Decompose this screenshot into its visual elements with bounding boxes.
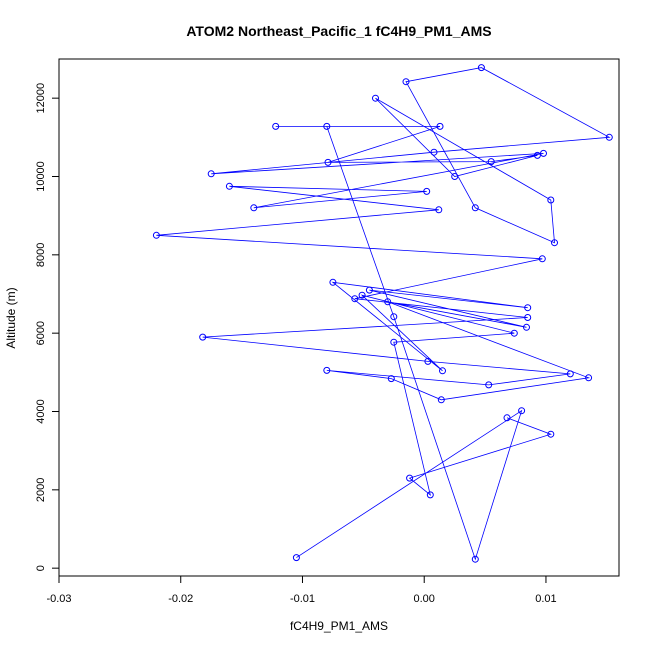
data-point — [523, 323, 530, 331]
data-point — [372, 94, 379, 102]
y-tick-label: 8000 — [35, 243, 47, 267]
data-point — [423, 187, 431, 195]
data-point — [329, 278, 337, 286]
data-point — [358, 291, 366, 299]
data-point — [152, 231, 160, 239]
data-point — [503, 414, 511, 422]
data-point — [540, 149, 547, 157]
data-point — [365, 286, 373, 294]
data-point — [402, 78, 410, 86]
chart-title: ATOM2 Northeast_Pacific_1 fC4H9_PM1_AMS — [186, 23, 491, 39]
x-axis: -0.03 -0.02 -0.01 0.00 0.01 — [46, 575, 557, 605]
data-point — [551, 239, 558, 247]
data-point — [524, 314, 532, 321]
data-point — [477, 64, 485, 72]
data-point — [292, 554, 300, 562]
data-point — [487, 158, 495, 166]
data-point — [524, 304, 532, 312]
data-point — [384, 298, 392, 306]
data-point — [430, 148, 438, 156]
x-tick-label: -0.03 — [46, 593, 71, 605]
y-axis-label: Altitude (m) — [4, 287, 18, 348]
data-point — [439, 367, 446, 375]
y-tick-label: 6000 — [35, 321, 47, 345]
plot-frame — [58, 58, 620, 577]
data-point — [225, 182, 233, 190]
data-point — [566, 370, 574, 378]
x-tick-label: -0.02 — [168, 593, 193, 605]
data-point — [351, 295, 359, 303]
data-point — [324, 158, 332, 166]
data-point — [406, 474, 414, 482]
data-point — [518, 407, 526, 415]
data-point — [510, 329, 518, 337]
data-point — [426, 491, 434, 499]
y-tick-label: 4000 — [35, 399, 47, 423]
data-point — [323, 366, 331, 374]
data-point — [437, 396, 445, 404]
data-point — [471, 555, 479, 563]
data-point — [387, 375, 395, 383]
data-point — [538, 255, 546, 263]
data-point — [605, 133, 613, 141]
x-tick-label: 0.01 — [535, 593, 556, 605]
x-tick-label: 0.00 — [414, 593, 435, 605]
data-point — [451, 173, 459, 180]
data-point — [390, 338, 398, 346]
data-point — [533, 151, 541, 159]
data-point — [207, 170, 215, 178]
data-point — [585, 374, 593, 382]
data-point — [390, 313, 398, 321]
data-point — [436, 122, 444, 130]
data-point — [323, 122, 331, 130]
series-line — [156, 67, 611, 561]
data-series — [152, 64, 613, 563]
y-tick-label: 2000 — [35, 478, 47, 502]
data-point — [485, 381, 493, 389]
x-tick-label: -0.01 — [290, 593, 315, 605]
y-axis: 0 2000 4000 6000 8000 10000 12000 — [35, 83, 60, 571]
x-axis-label: fC4H9_PM1_AMS — [290, 619, 388, 633]
data-point — [547, 430, 555, 438]
data-point — [547, 196, 555, 204]
data-point — [471, 204, 479, 212]
data-point — [250, 204, 258, 212]
y-tick-label: 12000 — [35, 83, 47, 114]
y-tick-label: 0 — [35, 565, 47, 571]
data-point — [199, 333, 207, 341]
data-point — [272, 122, 280, 130]
data-point — [435, 206, 443, 214]
y-tick-label: 10000 — [35, 161, 47, 192]
data-point — [424, 357, 432, 365]
